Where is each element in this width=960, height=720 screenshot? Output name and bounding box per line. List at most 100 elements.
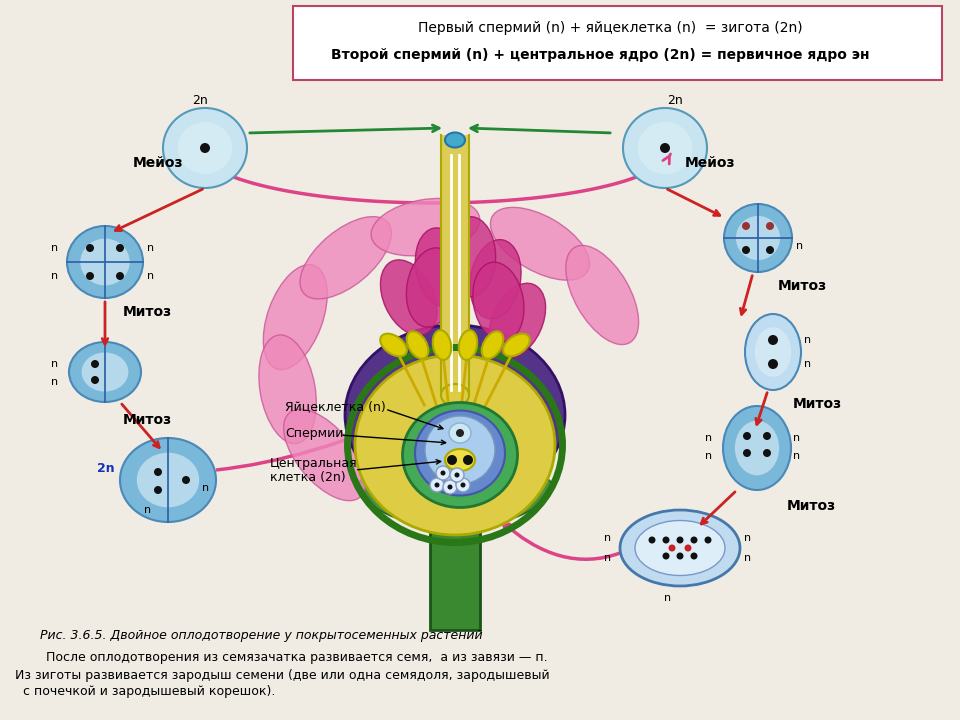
- Circle shape: [454, 472, 460, 477]
- Text: n: n: [203, 483, 209, 493]
- Circle shape: [461, 482, 466, 487]
- Text: Митоз: Митоз: [793, 397, 842, 411]
- Ellipse shape: [433, 330, 451, 360]
- Ellipse shape: [445, 132, 465, 148]
- Ellipse shape: [441, 384, 469, 406]
- Ellipse shape: [620, 510, 740, 586]
- Circle shape: [456, 429, 464, 437]
- Circle shape: [436, 466, 450, 480]
- Text: Яйцеклетка (n): Яйцеклетка (n): [285, 400, 386, 413]
- Circle shape: [463, 455, 473, 465]
- Text: n: n: [804, 335, 811, 345]
- Text: 2n: 2n: [667, 94, 683, 107]
- Text: n: n: [52, 271, 59, 281]
- Text: n: n: [706, 433, 712, 443]
- Text: n: n: [804, 359, 811, 369]
- Ellipse shape: [735, 420, 780, 475]
- Circle shape: [430, 478, 444, 492]
- Text: n: n: [793, 451, 801, 461]
- Circle shape: [435, 482, 440, 487]
- Text: n: n: [793, 433, 801, 443]
- Text: 2n: 2n: [97, 462, 115, 474]
- Ellipse shape: [372, 199, 480, 256]
- Ellipse shape: [163, 108, 247, 188]
- FancyBboxPatch shape: [430, 530, 480, 630]
- Ellipse shape: [445, 217, 495, 297]
- Circle shape: [684, 544, 691, 552]
- Ellipse shape: [635, 521, 725, 575]
- Circle shape: [91, 376, 99, 384]
- Circle shape: [766, 246, 774, 254]
- Text: n: n: [144, 505, 152, 515]
- Ellipse shape: [69, 342, 141, 402]
- Text: После оплодотворения из семязачатка развивается семя,  а из завязи — п.: После оплодотворения из семязачатка разв…: [30, 652, 547, 665]
- Circle shape: [450, 468, 464, 482]
- Text: Рис. 3.6.5. Двойное оплодотворение у покрытосеменных растений: Рис. 3.6.5. Двойное оплодотворение у пок…: [40, 629, 483, 642]
- Circle shape: [441, 470, 445, 475]
- Ellipse shape: [406, 248, 458, 327]
- Circle shape: [763, 432, 771, 440]
- Circle shape: [668, 544, 676, 552]
- Ellipse shape: [491, 207, 589, 280]
- Circle shape: [662, 536, 669, 544]
- Text: Центральная: Центральная: [270, 456, 358, 469]
- Text: 2n: 2n: [192, 94, 208, 107]
- Circle shape: [86, 244, 94, 252]
- Ellipse shape: [637, 122, 692, 174]
- Ellipse shape: [420, 500, 490, 530]
- Text: Мейоз: Мейоз: [133, 156, 183, 170]
- Circle shape: [447, 485, 452, 490]
- Ellipse shape: [120, 438, 216, 522]
- Ellipse shape: [402, 402, 517, 508]
- Circle shape: [456, 478, 470, 492]
- Ellipse shape: [259, 335, 316, 444]
- Circle shape: [768, 335, 778, 345]
- Ellipse shape: [473, 262, 524, 341]
- Circle shape: [743, 432, 751, 440]
- FancyBboxPatch shape: [293, 6, 942, 80]
- Text: n: n: [148, 271, 155, 281]
- Circle shape: [154, 468, 162, 476]
- Circle shape: [91, 360, 99, 368]
- Ellipse shape: [455, 494, 522, 528]
- Ellipse shape: [482, 331, 503, 359]
- Text: n: n: [605, 553, 612, 563]
- Circle shape: [742, 246, 750, 254]
- Circle shape: [690, 536, 698, 544]
- Ellipse shape: [503, 333, 530, 356]
- Text: Митоз: Митоз: [123, 413, 172, 427]
- Ellipse shape: [445, 449, 475, 471]
- Ellipse shape: [263, 264, 327, 369]
- Ellipse shape: [469, 240, 521, 319]
- Ellipse shape: [489, 283, 545, 359]
- Ellipse shape: [81, 238, 130, 285]
- Ellipse shape: [415, 410, 505, 495]
- Text: Первый спермий (n) + яйцеклетка (n)  = зигота (2n): Первый спермий (n) + яйцеклетка (n) = зи…: [418, 21, 803, 35]
- Ellipse shape: [355, 355, 555, 535]
- Circle shape: [86, 272, 94, 280]
- Text: n: n: [605, 533, 612, 543]
- Text: Второй спермий (n) + центральное ядро (2n) = первичное ядро эн: Второй спермий (n) + центральное ядро (2…: [331, 48, 869, 62]
- Circle shape: [200, 143, 210, 153]
- FancyBboxPatch shape: [441, 135, 469, 395]
- Ellipse shape: [736, 216, 780, 260]
- Circle shape: [743, 449, 751, 457]
- Circle shape: [690, 552, 698, 559]
- Circle shape: [443, 480, 457, 494]
- Text: n: n: [744, 553, 752, 563]
- Ellipse shape: [489, 477, 551, 521]
- Circle shape: [447, 455, 457, 465]
- Text: n: n: [706, 451, 712, 461]
- Ellipse shape: [380, 260, 437, 336]
- Circle shape: [116, 272, 124, 280]
- Circle shape: [660, 143, 670, 153]
- Text: Митоз: Митоз: [123, 305, 172, 319]
- Ellipse shape: [449, 423, 471, 443]
- Text: с почечкой и зародышевый корешок).: с почечкой и зародышевый корешок).: [15, 685, 276, 698]
- Text: Из зиготы развивается зародыш семени (две или одна семядоля, зародышевый: Из зиготы развивается зародыш семени (дв…: [15, 668, 550, 682]
- Circle shape: [154, 486, 162, 494]
- Circle shape: [742, 222, 750, 230]
- Circle shape: [768, 359, 778, 369]
- Ellipse shape: [407, 331, 428, 359]
- Circle shape: [116, 244, 124, 252]
